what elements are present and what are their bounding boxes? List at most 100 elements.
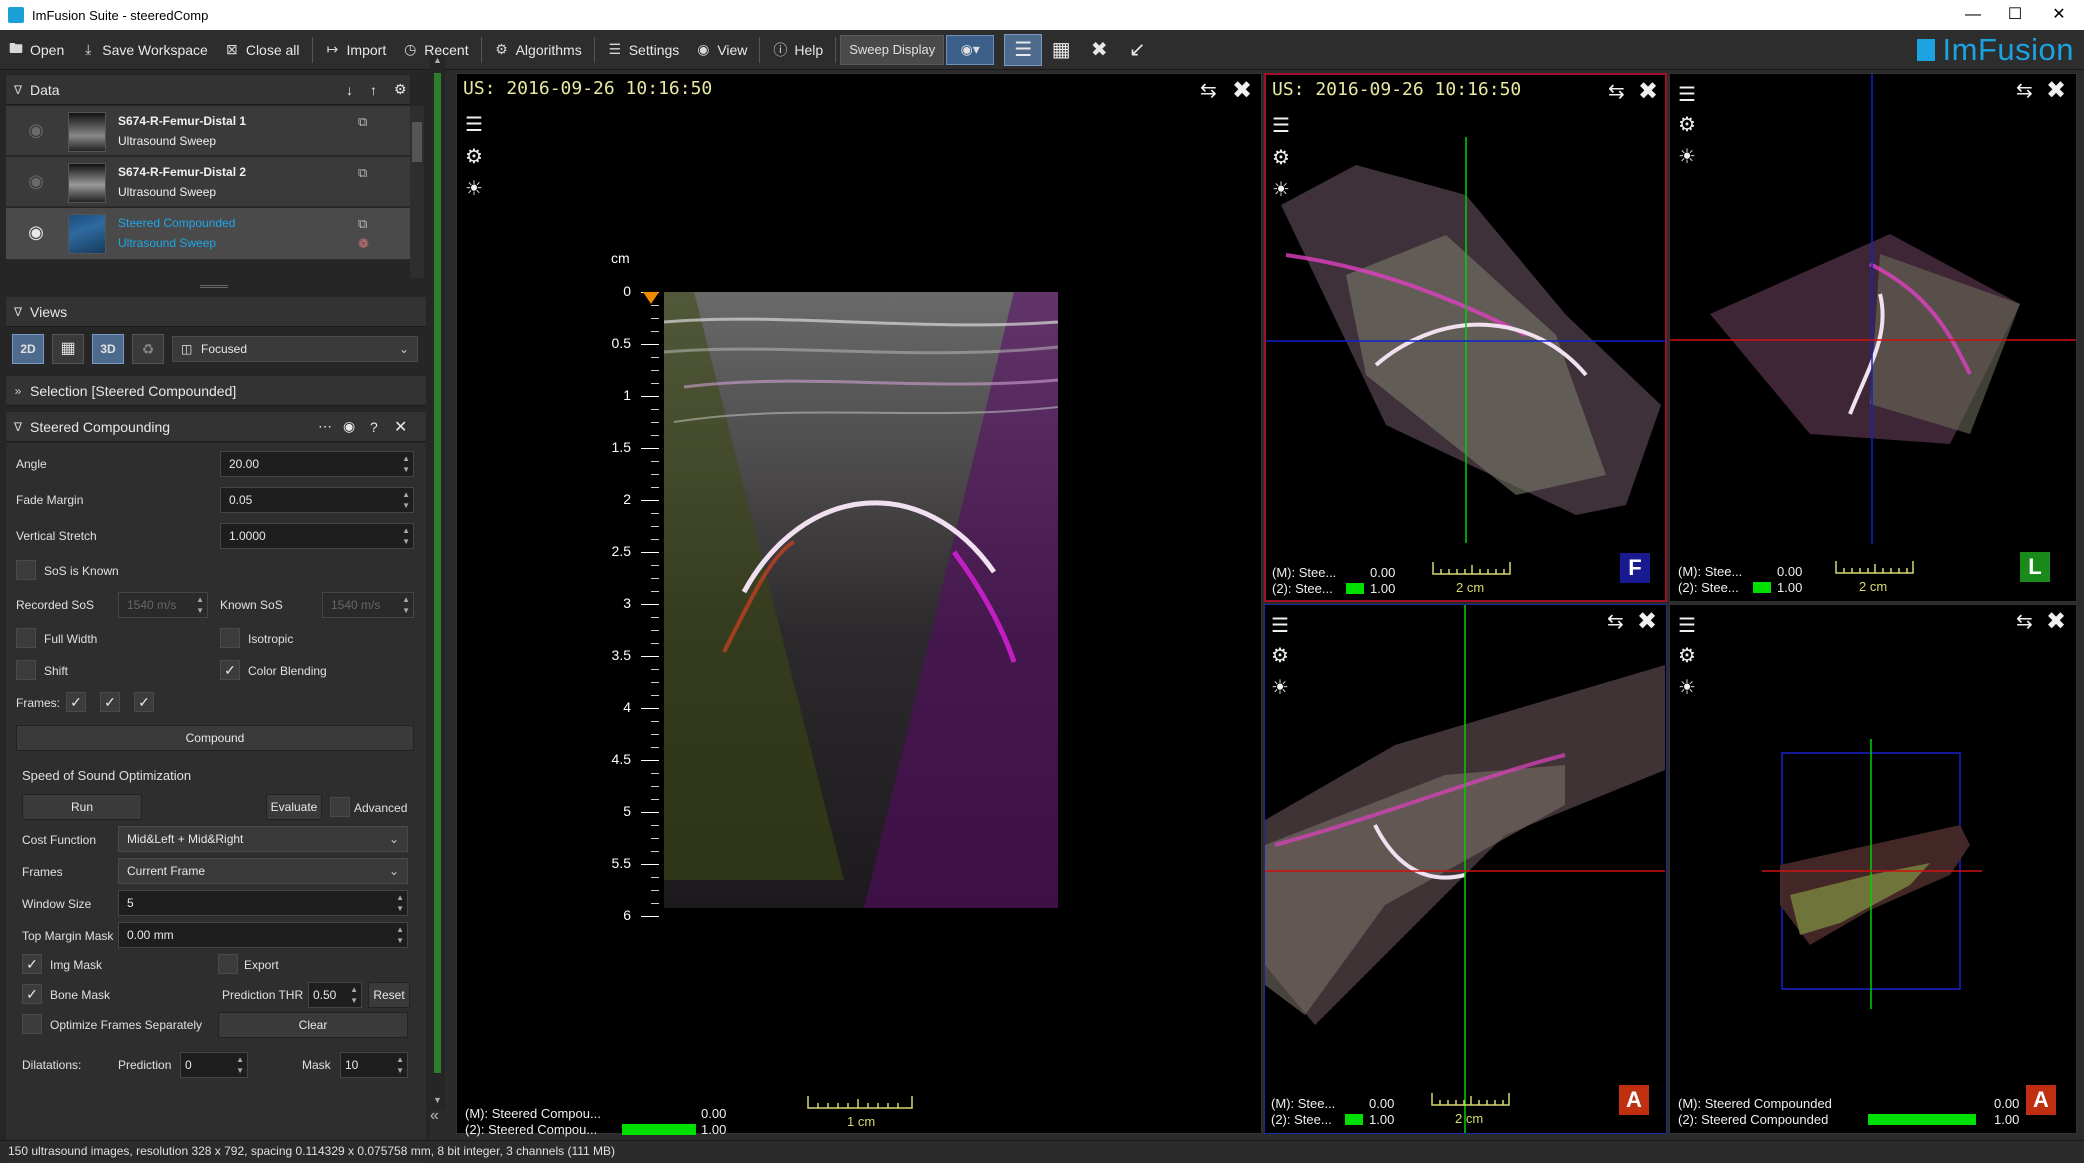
maximize-view-icon[interactable]: ✖ bbox=[1638, 78, 1659, 105]
mask-input[interactable]: 10 ▲ ▼ bbox=[340, 1052, 408, 1078]
swap-icon[interactable]: ⇆ bbox=[2016, 80, 2033, 102]
3d-view[interactable]: ⇆ ✖ ☰ ⚙ ☀ (M): Steered Compounded (2): S… bbox=[1669, 604, 2077, 1134]
data-item-selected[interactable]: ◉ Steered Compounded Ultrasound Sweep ⧉ … bbox=[6, 208, 410, 260]
frame-checkbox-3[interactable]: ✓ bbox=[134, 692, 154, 712]
scrollbar-thumb[interactable] bbox=[434, 73, 441, 1073]
evaluate-button[interactable]: Evaluate bbox=[266, 794, 322, 820]
move-up-icon[interactable]: ↑ bbox=[370, 81, 377, 98]
close-window-button[interactable]: ✕ bbox=[2052, 6, 2066, 23]
sos-known-checkbox[interactable] bbox=[16, 560, 36, 580]
spinner-icon[interactable]: ▲ ▼ bbox=[402, 490, 410, 510]
bone-mask-checkbox[interactable]: ✓ bbox=[22, 984, 42, 1004]
sweep-visibility-dropdown[interactable]: ◉▾ bbox=[946, 34, 995, 65]
brightness-icon[interactable]: ☀ bbox=[1271, 677, 1289, 699]
data-panel-header[interactable]: ∇ Data ↓ ↑ ⚙ bbox=[6, 75, 410, 105]
splitter-handle[interactable] bbox=[200, 285, 228, 288]
opacity-bar[interactable] bbox=[1346, 583, 1364, 594]
compound-button[interactable]: Compound bbox=[16, 725, 414, 751]
spinner-icon[interactable]: ▲ ▼ bbox=[396, 925, 404, 945]
view-button[interactable]: ◉ View bbox=[697, 41, 748, 58]
spinner-icon[interactable]: ▲ ▼ bbox=[236, 1055, 244, 1075]
advanced-checkbox[interactable] bbox=[330, 797, 350, 817]
copy-icon[interactable]: ⧉ bbox=[358, 216, 368, 231]
menu-icon[interactable]: ☰ bbox=[1271, 615, 1289, 637]
brightness-icon[interactable]: ☀ bbox=[1678, 677, 1696, 699]
visibility-eye-icon[interactable]: ◉ bbox=[28, 120, 44, 140]
maximize-button[interactable]: ☐ bbox=[2007, 6, 2023, 23]
menu-icon[interactable]: ☰ bbox=[1678, 84, 1696, 106]
swap-icon[interactable]: ⇆ bbox=[1607, 611, 1624, 633]
angle-input[interactable]: 20.00 ▲ ▼ bbox=[220, 451, 414, 477]
main-2d-view[interactable]: US: 2016-09-26 10:16:50 ⇆ ✖ ☰ ⚙ ☀ cm 0 0.… bbox=[456, 73, 1262, 1137]
maximize-view-icon[interactable]: ✖ bbox=[2046, 77, 2067, 104]
optimize-frames-checkbox[interactable] bbox=[22, 1014, 42, 1034]
swap-icon[interactable]: ⇆ bbox=[1608, 81, 1625, 103]
opacity-bar[interactable] bbox=[1868, 1114, 1976, 1125]
mpr-view-axial[interactable]: ⇆ ✖ ☰ ⚙ ☀ (M): Stee... (2): Stee... 0.00… bbox=[1264, 604, 1667, 1134]
spinner-icon[interactable]: ▲ ▼ bbox=[402, 454, 410, 474]
scrollbar-thumb[interactable] bbox=[412, 122, 422, 162]
swap-icon[interactable]: ⇆ bbox=[1200, 80, 1217, 102]
run-button[interactable]: Run bbox=[22, 794, 142, 820]
reset-button[interactable]: Reset bbox=[368, 982, 410, 1008]
frame-checkbox-2[interactable]: ✓ bbox=[100, 692, 120, 712]
frames-dropdown[interactable]: Current Frame ⌄ bbox=[118, 858, 408, 884]
view-graph-button[interactable]: ♻ bbox=[132, 334, 164, 364]
maximize-view-icon[interactable]: ✖ bbox=[1637, 608, 1658, 635]
views-panel-header[interactable]: ∇ Views bbox=[6, 297, 426, 327]
brightness-icon[interactable]: ☀ bbox=[1678, 146, 1696, 168]
menu-icon[interactable]: ☰ bbox=[1272, 115, 1290, 137]
more-icon[interactable]: ⋯ bbox=[318, 418, 332, 434]
import-button[interactable]: ↦ Import bbox=[317, 34, 395, 66]
swap-icon[interactable]: ⇆ bbox=[2016, 611, 2033, 633]
fade-margin-input[interactable]: 0.05 ▲ ▼ bbox=[220, 487, 414, 513]
clear-button[interactable]: Clear bbox=[218, 1012, 408, 1038]
data-scrollbar[interactable] bbox=[410, 106, 424, 278]
spinner-icon[interactable]: ▲ ▼ bbox=[396, 1055, 404, 1075]
opacity-bar[interactable] bbox=[1345, 1114, 1363, 1125]
data-item[interactable]: ◉ S674-R-Femur-Distal 2 Ultrasound Sweep… bbox=[6, 157, 410, 207]
recorded-sos-input[interactable]: 1540 m/s ▲ ▼ bbox=[118, 592, 208, 618]
collapse-panel-icon[interactable]: « bbox=[430, 1107, 439, 1124]
prediction-thr-input[interactable]: 0.50 ▲ ▼ bbox=[308, 982, 362, 1008]
spinner-icon[interactable]: ▲ ▼ bbox=[402, 526, 410, 546]
gear-icon[interactable]: ⚙ bbox=[1678, 114, 1696, 136]
sweep-display-button[interactable]: Sweep Display bbox=[840, 34, 945, 65]
open-button[interactable]: 🖿 Open bbox=[0, 34, 72, 66]
menu-icon[interactable]: ☰ bbox=[1678, 615, 1696, 637]
selection-panel-header[interactable]: » Selection [Steered Compounded] bbox=[6, 376, 426, 406]
spinner-icon[interactable]: ▲ ▼ bbox=[402, 595, 410, 615]
visibility-eye-icon[interactable]: ◉ bbox=[28, 171, 44, 191]
align-lines-button[interactable]: ☰ bbox=[1004, 33, 1043, 66]
mpr-view-lateral[interactable]: ⇆ ✖ ☰ ⚙ ☀ (M): Stee... (2): Stee... 0.00… bbox=[1669, 73, 2077, 602]
export-checkbox[interactable] bbox=[218, 954, 238, 974]
view-3d-button[interactable]: 3D bbox=[92, 334, 124, 364]
gear-icon[interactable]: ⚙ bbox=[465, 146, 483, 168]
color-blending-checkbox[interactable]: ✓ bbox=[220, 660, 240, 680]
view-mpr-button[interactable]: ▦ bbox=[52, 334, 84, 364]
move-down-icon[interactable]: ↓ bbox=[346, 81, 353, 98]
steered-compounding-header[interactable]: ∇ Steered Compounding ⋯ ◉ ? ✕ bbox=[6, 412, 426, 442]
settings-button[interactable]: ☰ Settings bbox=[608, 41, 680, 58]
copy-icon[interactable]: ⧉ bbox=[358, 114, 368, 129]
cost-function-dropdown[interactable]: Mid&Left + Mid&Right ⌄ bbox=[118, 826, 408, 852]
shift-checkbox[interactable] bbox=[16, 660, 36, 680]
layout-dropdown[interactable]: ◫ Focused ⌄ bbox=[172, 336, 418, 362]
grid-globe-button[interactable]: ▦ bbox=[1042, 34, 1080, 66]
brightness-icon[interactable]: ☀ bbox=[465, 178, 483, 200]
data-item[interactable]: ◉ S674-R-Femur-Distal 1 Ultrasound Sweep… bbox=[6, 106, 410, 156]
prediction-input[interactable]: 0 ▲ ▼ bbox=[180, 1052, 248, 1078]
algorithms-button[interactable]: ⚙ Algorithms bbox=[495, 41, 582, 58]
isotropic-checkbox[interactable] bbox=[220, 628, 240, 648]
brightness-icon[interactable]: ☀ bbox=[1272, 179, 1290, 201]
gear-icon[interactable]: ⚙ bbox=[1678, 645, 1696, 667]
full-width-checkbox[interactable] bbox=[16, 628, 36, 648]
arrow-down-left-button[interactable]: ↙ bbox=[1118, 34, 1156, 66]
color-wheel-icon[interactable]: ❁ bbox=[358, 236, 369, 251]
known-sos-input[interactable]: 1540 m/s ▲ ▼ bbox=[322, 592, 414, 618]
top-margin-mask-input[interactable]: 0.00 mm ▲ ▼ bbox=[118, 922, 408, 948]
scroll-down-icon[interactable]: ▼ bbox=[433, 1095, 442, 1105]
frame-checkbox-1[interactable]: ✓ bbox=[66, 692, 86, 712]
maximize-view-icon[interactable]: ✖ bbox=[1232, 77, 1253, 104]
gear-icon[interactable]: ⚙ bbox=[1272, 147, 1290, 169]
